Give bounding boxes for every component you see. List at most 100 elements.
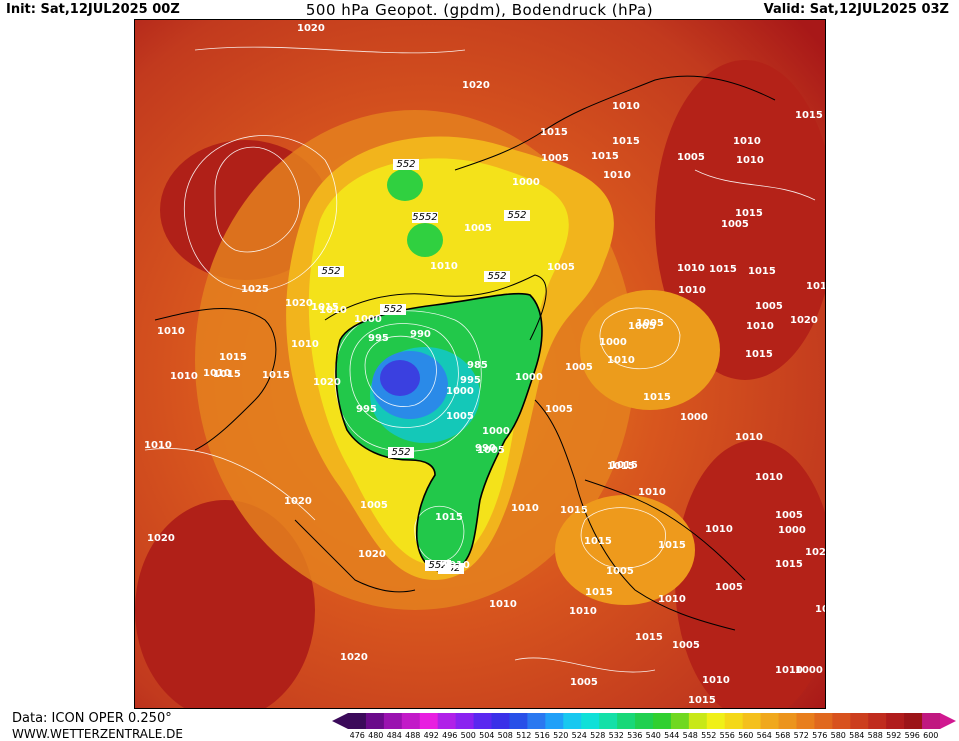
pressure-label: 1010 <box>638 487 666 498</box>
pressure-label: 1010 <box>603 170 631 181</box>
colorbar-tick: 580 <box>831 731 846 740</box>
pressure-label: 1015 <box>795 110 823 121</box>
colorbar-tick: 548 <box>683 731 698 740</box>
geopotential-label: 552 <box>383 304 402 315</box>
colorbar-swatch <box>419 713 439 729</box>
colorbar-swatch <box>922 713 941 729</box>
high-pressure-area-southwest <box>135 500 315 708</box>
low-blue-core <box>380 360 420 396</box>
pressure-label: 1015 <box>311 302 339 313</box>
pressure-label: 1005 <box>628 321 656 332</box>
pressure-label: 1005 <box>815 604 826 615</box>
colorbar-tick: 488 <box>405 731 420 740</box>
isobar <box>694 169 816 201</box>
coastline-canada <box>294 519 416 593</box>
geopotential-label-box <box>425 560 451 571</box>
pressure-label: 1010 <box>511 503 539 514</box>
colorbar-swatch <box>868 713 887 729</box>
colorbar-swatch <box>814 713 833 729</box>
colorbar-tick: 504 <box>479 731 494 740</box>
pressure-label: 1010 <box>677 263 705 274</box>
pressure-label: 1010 <box>144 440 172 451</box>
pressure-label: 1005 <box>775 510 803 521</box>
colorbar-tick: 536 <box>627 731 642 740</box>
pressure-label: 1015 <box>806 281 826 292</box>
coastline-europe <box>534 399 736 631</box>
colorbar-swatch <box>401 713 421 729</box>
pressure-label: 1015 <box>612 136 640 147</box>
colorbar-swatch <box>635 713 654 729</box>
colorbar-tick: 524 <box>572 731 587 740</box>
geopotential-label-box <box>412 212 438 223</box>
isobars <box>144 46 816 673</box>
pressure-label: 1020 <box>340 652 368 663</box>
colorbar-swatch <box>491 713 510 729</box>
colorbar-tick: 492 <box>424 731 439 740</box>
pressure-label: 1010 <box>319 305 347 316</box>
colorbar-tick: 592 <box>886 731 901 740</box>
high-pressure-area-east <box>655 60 825 380</box>
colorbar-tick: 516 <box>535 731 550 740</box>
pressure-label: 1005 <box>464 223 492 234</box>
pressure-label: 1020 <box>297 23 325 34</box>
low-green-small-north <box>387 169 423 201</box>
colorbar-tick: 588 <box>868 731 883 740</box>
pressure-label: 1010 <box>678 285 706 296</box>
pressure-label: 1000 <box>795 665 823 676</box>
colorbar-tick: 500 <box>461 731 476 740</box>
pressure-label: 1015 <box>540 127 568 138</box>
low-green-small-central <box>407 223 443 257</box>
geopotential-band-east <box>580 290 720 410</box>
pressure-label: 1015 <box>435 512 463 523</box>
colorbar-swatch <box>527 713 546 729</box>
colorbar-swatch <box>850 713 869 729</box>
pressure-label: 1010 <box>735 432 763 443</box>
pressure-label: 1010 <box>658 594 686 605</box>
pressure-label: 1010 <box>607 355 635 366</box>
colorbar-swatch <box>348 713 367 729</box>
colorbar-tick: 520 <box>553 731 568 740</box>
colorbar-tick: 600 <box>923 731 938 740</box>
isobar <box>364 335 437 407</box>
pressure-label: 990 <box>475 443 496 454</box>
pressure-label: 1010 <box>157 326 185 337</box>
colorbar-swatch <box>904 713 923 729</box>
pressure-label: 1020 <box>313 377 341 388</box>
colorbar-swatch <box>599 713 618 729</box>
pressure-label: 1005 <box>565 362 593 373</box>
init-time: Init: Sat,12JUL2025 00Z <box>6 2 180 17</box>
pressure-label: 1010 <box>170 371 198 382</box>
pressure-label: 1000 <box>778 525 806 536</box>
pressure-label: 1005 <box>477 445 505 456</box>
pressure-labels: 1020102010251020101510101010101010151015… <box>144 23 826 706</box>
colorbar-swatch <box>617 713 636 729</box>
website-link[interactable]: WWW.WETTERZENTRALE.DE <box>12 727 183 741</box>
colorbar-tick: 596 <box>905 731 920 740</box>
coastline-siberia <box>454 75 776 171</box>
colorbar-tick: 544 <box>664 731 679 740</box>
pressure-label: 1005 <box>672 640 700 651</box>
colorbar-swatch <box>796 713 815 729</box>
colorbar-arrow-left <box>332 713 348 729</box>
pressure-label: 1020 <box>147 533 175 544</box>
colorbar-swatch <box>778 713 797 729</box>
pressure-label: 1000 <box>599 337 627 348</box>
colorbar-swatch <box>383 713 403 729</box>
colorbar-swatch <box>670 713 690 729</box>
colorbar-tick: 476 <box>350 731 365 740</box>
colorbar: 476 480 484 488 492 496 500 504 508 512 516 520 524 5… <box>332 713 956 740</box>
pressure-label: 1015 <box>591 151 619 162</box>
coastline-greenland <box>154 308 277 451</box>
pressure-label: 1015 <box>745 349 773 360</box>
colorbar-tick: 512 <box>516 731 531 740</box>
pressure-label: 1005 <box>715 582 743 593</box>
colorbar-tick: 480 <box>368 731 383 740</box>
weather-map: 5525552552552552552552552552 10201020102… <box>134 19 826 709</box>
isobar <box>349 323 459 428</box>
geopotential-label-box <box>318 266 344 277</box>
colorbar-tick: 568 <box>775 731 790 740</box>
colorbar-tick: 584 <box>849 731 864 740</box>
colorbar-swatch <box>581 713 600 729</box>
pressure-label: 1010 <box>442 560 470 571</box>
colorbar-swatch <box>742 713 762 729</box>
